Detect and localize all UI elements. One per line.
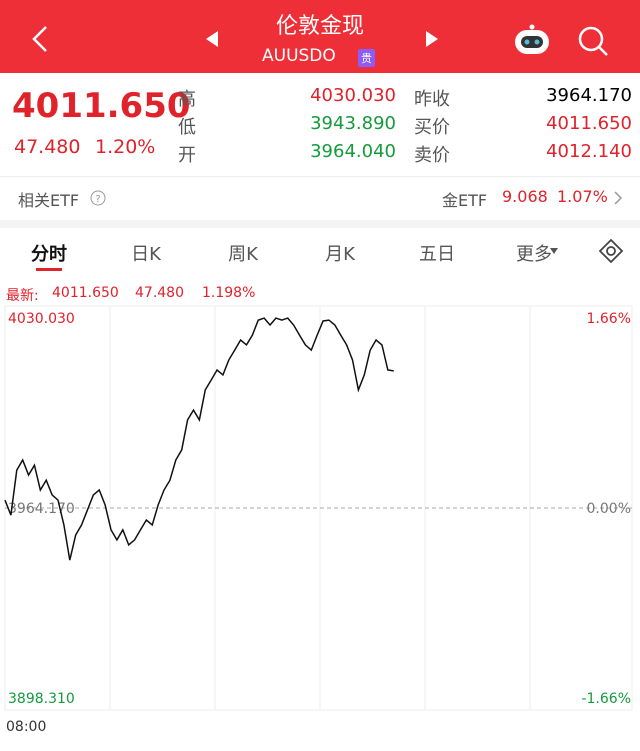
ref-label: 昨收 [414, 89, 450, 110]
price: 4011.650 [12, 86, 191, 126]
x-start-label: 08:00 [6, 719, 46, 735]
change-percent: 1.20% [95, 136, 156, 158]
info-icon[interactable]: ? [90, 190, 106, 206]
tab[interactable]: 周K [228, 244, 258, 265]
search-icon[interactable] [576, 24, 610, 58]
title: 伦敦金现 [275, 14, 364, 39]
etf-label[interactable]: 相关ETF [18, 191, 80, 210]
y-tick-label: 3964.170 [8, 501, 75, 517]
y2-tick-label: 0.00% [587, 501, 631, 517]
latest-change: 47.480 [135, 285, 184, 301]
stat-value: 3943.890 [310, 113, 396, 134]
next-button[interactable] [424, 30, 440, 48]
chevron[interactable] [612, 190, 624, 206]
latest-percent: 1.198% [202, 285, 256, 301]
settings-icon[interactable] [597, 238, 625, 264]
badge: 贵 [358, 49, 375, 67]
etf-name[interactable]: 金ETF [442, 191, 488, 210]
stat-label: 开 [178, 145, 196, 166]
spacer [0, 220, 640, 228]
dropdown-arrow [550, 248, 558, 254]
stat-value: 4030.030 [310, 85, 396, 106]
back-button[interactable] [28, 24, 52, 54]
tab[interactable]: 分时 [31, 244, 67, 265]
robot-icon[interactable] [512, 24, 552, 56]
y-tick-label: 4030.030 [8, 311, 75, 327]
tab[interactable]: 月K [325, 244, 355, 265]
svg-text:?: ? [95, 194, 100, 205]
ref-label: 卖价 [414, 145, 450, 166]
tab[interactable]: 日K [131, 244, 161, 265]
latest-label: 最新: [6, 288, 39, 304]
tab-underline [36, 268, 62, 271]
etf-price: 9.068 [502, 187, 548, 206]
tab[interactable]: 五日 [419, 244, 455, 265]
ref-label: 买价 [414, 117, 450, 138]
tab[interactable]: 更多 [516, 244, 552, 265]
stat-label: 低 [178, 117, 196, 138]
prev-button[interactable] [204, 30, 220, 48]
y-tick-label: 3898.310 [8, 691, 75, 707]
change: 47.480 [14, 136, 81, 158]
etf-percent: 1.07% [557, 187, 608, 206]
ref-value: 4011.650 [546, 113, 632, 134]
subtitle: AUUSDO [262, 46, 336, 66]
stat-value: 3964.040 [310, 141, 396, 162]
y2-tick-label: 1.66% [587, 311, 631, 327]
y2-tick-label: -1.66% [581, 691, 631, 707]
chart: 4030.030 3964.170 3898.310 1.66% 0.00% -1.66%… [4, 305, 633, 735]
latest-price: 4011.650 [52, 285, 119, 301]
stat-label: 高 [178, 89, 196, 110]
ref-value: 3964.170 [546, 85, 632, 106]
ref-value: 4012.140 [546, 141, 632, 162]
price-line [4, 317, 394, 561]
header: 伦敦金现 AUUSDO 贵 [0, 0, 640, 73]
divider [0, 176, 640, 177]
